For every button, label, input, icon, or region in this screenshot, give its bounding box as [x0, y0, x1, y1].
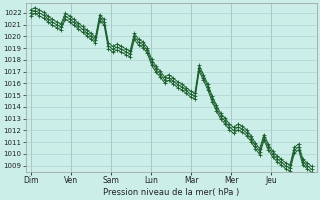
X-axis label: Pression niveau de la mer( hPa ): Pression niveau de la mer( hPa )	[103, 188, 239, 197]
